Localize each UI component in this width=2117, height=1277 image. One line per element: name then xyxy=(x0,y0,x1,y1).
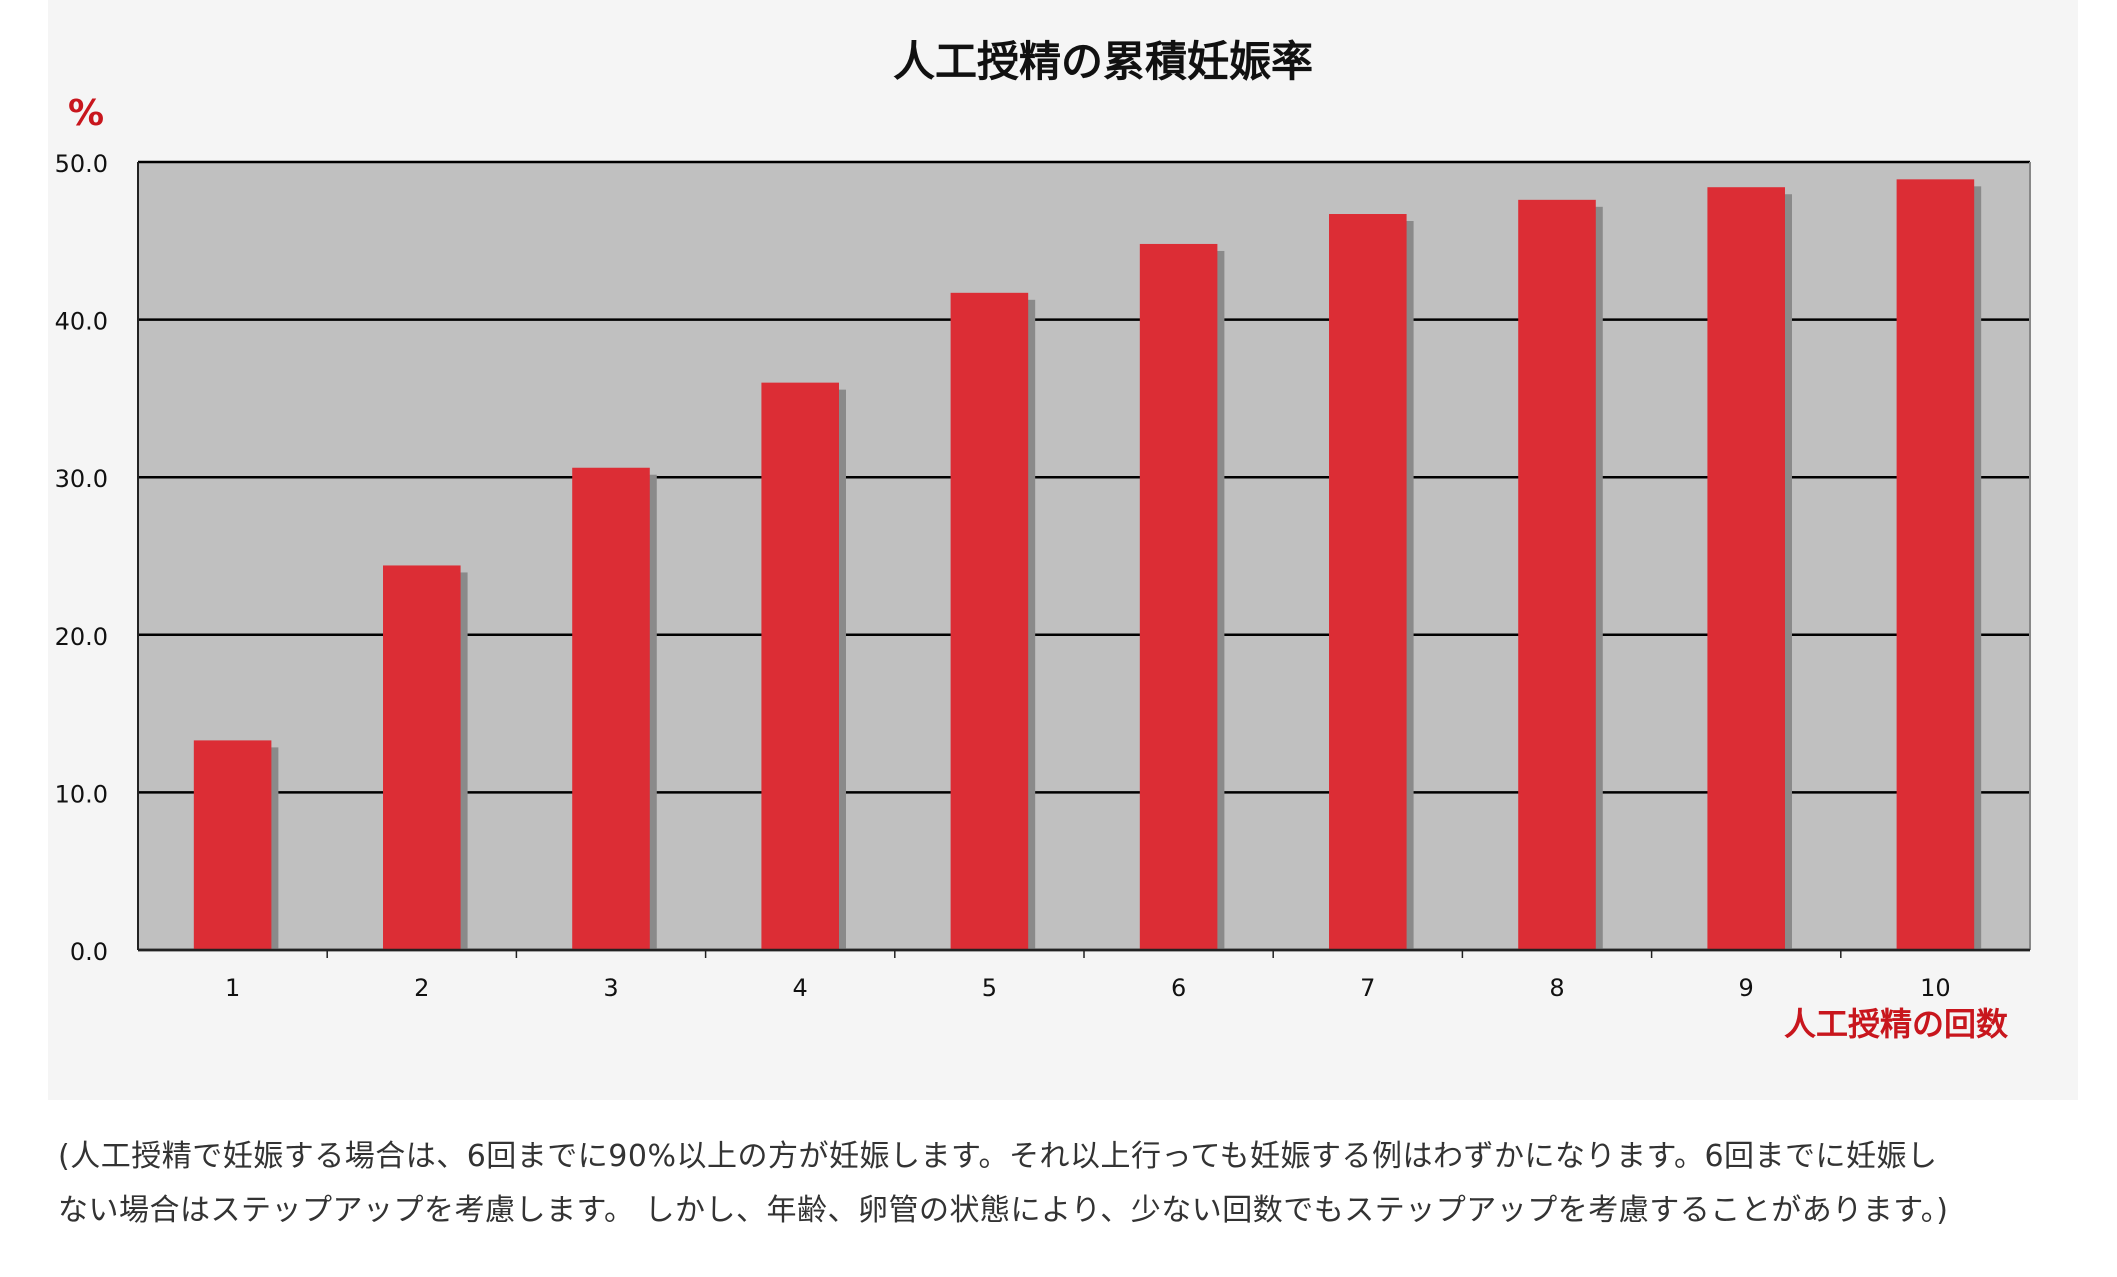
bar xyxy=(950,292,1029,951)
bar xyxy=(1707,187,1785,950)
y-tick-label: 10.0 xyxy=(55,780,108,808)
bar xyxy=(572,467,650,950)
x-tick-label: 6 xyxy=(1171,974,1186,1002)
bar xyxy=(761,382,839,950)
y-tick-label: 30.0 xyxy=(55,465,108,493)
bar xyxy=(1518,199,1596,951)
caption-note: (人工授精で妊娠する場合は、6回までに90%以上の方が妊娠します。それ以上行って… xyxy=(58,1130,2078,1238)
x-tick-label: 8 xyxy=(1549,974,1564,1002)
x-tick-label: 10 xyxy=(1920,974,1951,1002)
x-axis-label: 人工授精の回数 xyxy=(1784,1005,2009,1043)
bar xyxy=(1329,214,1407,950)
bar xyxy=(193,740,272,950)
x-tick-label: 4 xyxy=(793,974,808,1002)
y-tick-label: 0.0 xyxy=(70,938,108,966)
bar xyxy=(383,565,461,950)
x-tick-label: 9 xyxy=(1739,974,1754,1002)
y-tick-label: 40.0 xyxy=(55,308,108,336)
x-tick-label: 7 xyxy=(1360,974,1375,1002)
y-tick-label: 50.0 xyxy=(55,150,108,178)
y-axis-unit-label: % xyxy=(68,93,104,134)
y-tick-label: 20.0 xyxy=(55,623,108,651)
bar-chart: 人工授精の累積妊娠率 % 人工授精の回数 0.0 10.0 20.0 30.0 40.0… xyxy=(55,37,2031,1043)
caption-line-1: (人工授精で妊娠する場合は、6回までに90%以上の方が妊娠します。それ以上行って… xyxy=(58,1139,1938,1174)
bar xyxy=(1139,243,1218,950)
caption-line-2: ない場合はステップアップを考慮します。 しかし、年齢、卵管の状態により、少ない回… xyxy=(58,1193,1949,1228)
bar xyxy=(1896,179,1975,950)
x-tick-label: 5 xyxy=(982,974,997,1002)
x-tick-label: 3 xyxy=(603,974,618,1002)
x-tick-label: 1 xyxy=(225,974,240,1002)
chart-title: 人工授精の累積妊娠率 xyxy=(893,37,1313,86)
chart-panel: 人工授精の累積妊娠率 % 人工授精の回数 0.0 10.0 20.0 30.0 40.0… xyxy=(48,0,2078,1100)
x-tick-label: 2 xyxy=(414,974,429,1002)
